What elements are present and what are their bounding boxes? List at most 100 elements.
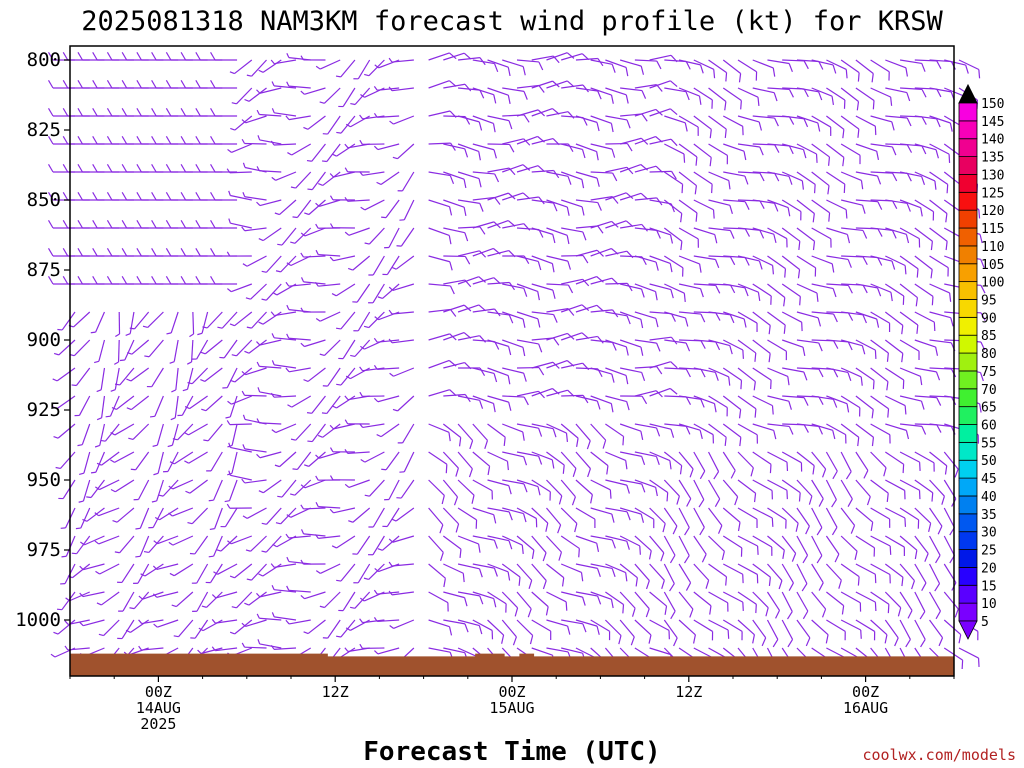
barb-feather — [664, 605, 668, 615]
x-tick-label: 12Z — [675, 683, 702, 701]
wind-barb — [195, 136, 223, 145]
barb-staff — [693, 115, 712, 130]
barb-feather — [773, 234, 777, 243]
barb-feather — [290, 241, 296, 244]
barb-feather — [753, 493, 757, 503]
barb-staff — [80, 507, 91, 529]
wind-barb — [870, 367, 889, 391]
barb-staff — [428, 451, 448, 465]
barb-staff — [259, 391, 282, 397]
barb-staff — [855, 591, 876, 603]
barb-feather — [391, 518, 397, 522]
barb-staff — [678, 619, 696, 636]
barb-feather — [217, 326, 223, 329]
barb-feather — [50, 653, 56, 658]
barb-feather — [765, 607, 769, 617]
barb-staff — [259, 139, 282, 145]
wind-barb — [561, 394, 589, 404]
wind-barb — [242, 444, 267, 453]
wind-barb — [620, 479, 646, 493]
wind-barb — [943, 591, 959, 618]
wind-barb — [678, 143, 698, 166]
wind-barb — [443, 332, 472, 341]
wind-barb — [195, 164, 223, 173]
barb-feather — [165, 80, 172, 89]
barb-feather — [890, 292, 893, 302]
barb-feather — [359, 618, 364, 623]
wind-barb — [388, 309, 414, 315]
barb-staff — [262, 311, 282, 325]
barb-staff — [826, 619, 846, 632]
barb-feather — [587, 468, 591, 478]
barb-feather — [392, 408, 398, 412]
wind-barb — [811, 59, 837, 74]
wind-barb — [590, 423, 607, 449]
wind-barb — [781, 171, 805, 190]
barb-feather — [121, 220, 128, 229]
barb-feather — [754, 408, 757, 418]
wind-barb — [781, 591, 793, 620]
barb-feather — [871, 73, 874, 83]
barb-staff — [605, 339, 627, 348]
barb-staff — [664, 367, 687, 370]
wind-barb — [649, 80, 678, 89]
wind-barb — [781, 199, 802, 221]
barb-feather — [335, 75, 341, 78]
barb-feather — [329, 223, 334, 229]
wind-barb — [605, 311, 631, 325]
barb-feather — [350, 102, 356, 106]
wind-barb — [826, 171, 846, 194]
wind-barb — [79, 451, 91, 476]
barb-staff — [291, 143, 312, 156]
barb-feather — [801, 583, 808, 592]
barb-staff — [226, 367, 238, 388]
wind-barb — [244, 339, 267, 354]
wind-barb — [516, 507, 538, 528]
colorbar-label: 150 — [981, 97, 1004, 112]
wind-barb — [231, 87, 253, 105]
barb-feather — [106, 192, 113, 201]
barb-feather — [752, 634, 756, 644]
barb-staff — [304, 227, 326, 237]
wind-barb — [664, 311, 689, 327]
barb-feather — [803, 60, 809, 70]
barb-staff — [649, 451, 671, 462]
barb-feather — [648, 550, 652, 560]
wind-barb — [678, 59, 704, 74]
wind-barb — [737, 535, 759, 555]
barb-staff — [487, 339, 509, 347]
barb-feather — [825, 634, 829, 644]
barb-staff — [294, 227, 312, 244]
wind-barb — [722, 591, 744, 611]
barb-staff — [117, 339, 120, 363]
barb-feather — [954, 468, 959, 478]
barb-feather — [872, 380, 875, 390]
barb-feather — [494, 197, 501, 205]
wind-barb — [90, 451, 106, 474]
wind-barb — [472, 563, 498, 577]
barb-feather — [611, 64, 616, 73]
barb-feather — [876, 318, 880, 328]
barb-feather — [833, 340, 839, 349]
wind-barb — [840, 619, 862, 639]
barb-feather — [319, 353, 325, 356]
barb-feather — [812, 465, 815, 475]
wind-barb — [826, 143, 845, 167]
barb-staff — [943, 451, 959, 470]
barb-staff — [929, 199, 948, 214]
barb-feather — [656, 366, 663, 375]
barb-feather — [818, 368, 824, 378]
wind-barb — [693, 255, 720, 269]
barb-staff — [737, 59, 757, 73]
barb-staff — [516, 84, 539, 89]
colorbar-label: 80 — [981, 347, 997, 362]
wind-barb — [899, 563, 916, 590]
wind-barb — [546, 199, 570, 216]
barb-feather — [315, 317, 321, 322]
barb-staff — [68, 619, 90, 626]
wind-barb — [94, 535, 120, 545]
barb-staff — [391, 87, 414, 92]
barb-feather — [388, 86, 393, 92]
barb-feather — [106, 108, 113, 117]
barb-staff — [634, 507, 655, 520]
